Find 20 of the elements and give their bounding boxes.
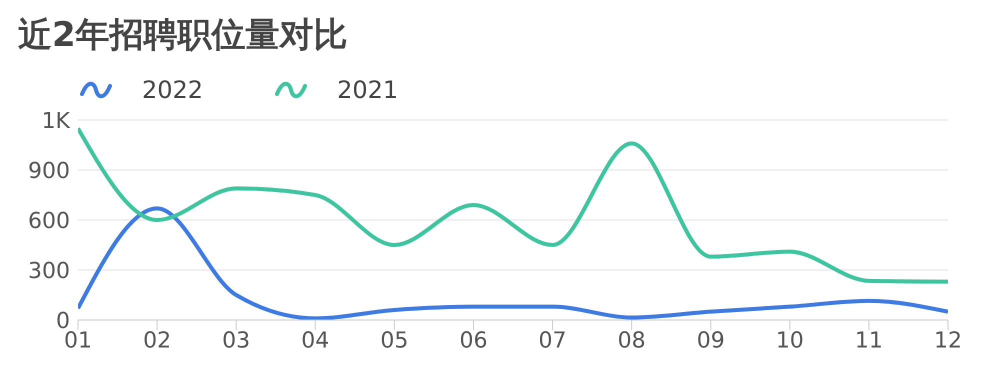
y-tick-label: 600 bbox=[28, 208, 70, 234]
x-tick-label: 05 bbox=[380, 328, 408, 354]
line-series bbox=[78, 126, 948, 284]
x-tick-label: 03 bbox=[222, 328, 250, 354]
legend-label: 2021 bbox=[337, 76, 398, 104]
y-tick-label: 300 bbox=[28, 258, 70, 284]
legend-label: 2022 bbox=[142, 76, 204, 104]
y-tick-label: 1K bbox=[42, 108, 71, 134]
x-tick-label: 10 bbox=[776, 328, 804, 354]
chart-title: 近2年招聘职位量对比 bbox=[17, 14, 349, 57]
x-tick-label: 11 bbox=[854, 328, 883, 354]
x-tick-label: 06 bbox=[459, 328, 488, 354]
x-tick-label: 08 bbox=[618, 328, 646, 354]
x-tick-label: 12 bbox=[934, 328, 962, 354]
x-tick-label: 04 bbox=[301, 328, 330, 354]
y-tick-label: 900 bbox=[28, 158, 70, 184]
x-tick-label: 07 bbox=[538, 328, 567, 354]
x-tick-label: 02 bbox=[143, 328, 172, 354]
x-tick-label: 09 bbox=[696, 328, 725, 354]
x-tick-label: 01 bbox=[64, 328, 92, 354]
